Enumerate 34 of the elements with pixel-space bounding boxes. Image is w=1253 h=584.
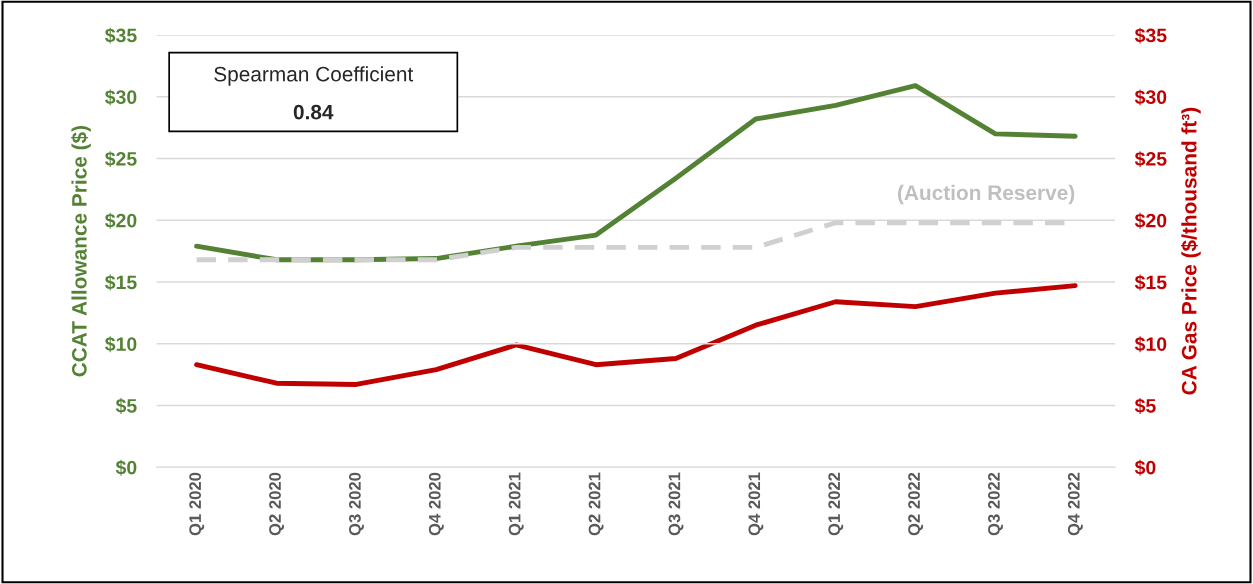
x-tick-label: Q3 2022: [988, 472, 1003, 536]
y-tick-label: $30: [105, 89, 137, 106]
y2-tick-label: $5: [1134, 398, 1156, 414]
y-tick-label: $0: [115, 459, 137, 476]
y-axis-title: CCAT Allowance Price ($): [71, 125, 91, 377]
y2-tick-label: $30: [1134, 89, 1167, 106]
y2-tick-label: $20: [1134, 212, 1167, 229]
y-tick-label: $10: [105, 336, 137, 353]
x-tick-label: Q1 2021: [508, 472, 524, 536]
x-tick-label: Q4 2022: [1067, 472, 1083, 536]
x-tick-label: Q4 2020: [428, 472, 444, 536]
x-tick-label: Q3 2020: [348, 472, 364, 536]
y-tick-label: $20: [105, 212, 137, 229]
y2-tick-label: $25: [1134, 151, 1167, 167]
series-label: (Auction Reserve): [898, 184, 1075, 205]
y2-tick-label: $0: [1134, 459, 1156, 476]
x-tick-label: Q2 2021: [588, 472, 604, 536]
x-tick-label: Q1 2020: [189, 472, 205, 536]
x-tick-label: Q1 2022: [828, 472, 844, 536]
y-tick-label: $35: [105, 27, 137, 44]
x-tick-label: Q4 2021: [748, 472, 764, 536]
y-tick-label: $5: [115, 398, 137, 414]
x-tick-label: Q3 2021: [668, 472, 684, 536]
annotation: 0.84: [293, 104, 334, 120]
y2-tick-label: $35: [1134, 27, 1167, 44]
y-tick-label: $25: [105, 151, 137, 167]
y-tick-label: $15: [105, 274, 137, 291]
x-tick-label: Q2 2020: [269, 472, 285, 536]
annotation: Spearman Coefficient: [214, 66, 414, 86]
y2-tick-label: $15: [1134, 274, 1167, 291]
y2-tick-label: $10: [1134, 336, 1167, 353]
x-tick-label: Q2 2022: [908, 472, 924, 536]
line-series: [194, 283, 1078, 387]
y2-axis-title: CA Gas Price ($/thousand ft³): [1180, 107, 1201, 395]
